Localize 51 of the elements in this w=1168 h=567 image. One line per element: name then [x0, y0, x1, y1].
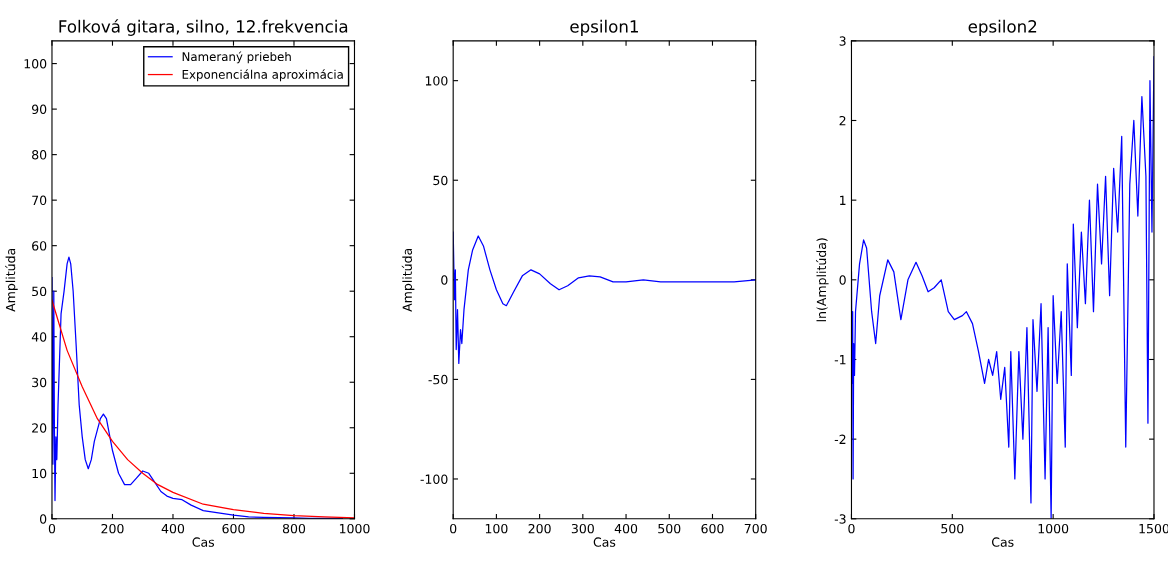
- x-tick-label: 300: [571, 523, 594, 534]
- x-tick-label: 0: [450, 523, 457, 534]
- y-tick-label: 100: [425, 76, 448, 86]
- y-tick-label: 90: [32, 104, 47, 115]
- y-tick-label: -2: [834, 434, 846, 444]
- y-axis-title: Amplitúda: [5, 248, 18, 312]
- y-tick-label: 70: [32, 195, 47, 206]
- y-tick-label: 3: [839, 36, 846, 46]
- y-tick-label: 50: [433, 175, 448, 186]
- chart-title: epsilon2: [968, 19, 1037, 36]
- x-tick-label: 700: [744, 523, 767, 534]
- y-tick-label: -3: [834, 514, 846, 524]
- y-tick-label: 60: [32, 241, 47, 251]
- y-tick-label: 0: [39, 514, 47, 524]
- x-tick-label: 100: [485, 523, 508, 534]
- y-axis-title: ln(Amplitúda): [815, 238, 829, 322]
- y-tick-label: -100: [420, 474, 448, 484]
- x-tick-label: 800: [282, 523, 306, 534]
- legend-label: Exponenciálna aproximácia: [182, 69, 343, 82]
- x-tick-label: 600: [222, 523, 245, 534]
- y-tick-label: 2: [839, 115, 846, 126]
- x-tick-label: 500: [658, 523, 681, 534]
- y-tick-label: -1: [834, 355, 846, 365]
- y-axis-title: Amplitúda: [401, 248, 415, 312]
- y-tick-label: 1: [840, 195, 846, 205]
- x-tick-label: 200: [101, 523, 124, 534]
- x-tick-label: 500: [941, 523, 964, 534]
- chart-title: epsilon1: [570, 19, 638, 36]
- chart-title: Folková gitara, silno, 12.frekvencia: [59, 19, 348, 36]
- y-tick-label: 50: [32, 286, 47, 297]
- y-tick-label: 0: [839, 275, 846, 285]
- y-tick-label: 40: [31, 332, 47, 342]
- y-tick-label: 30: [32, 377, 47, 388]
- x-tick-label: 200: [528, 523, 551, 534]
- x-tick-label: 1000: [1038, 523, 1069, 534]
- y-tick-label: 80: [32, 150, 47, 160]
- y-tick-label: 0: [441, 275, 448, 285]
- y-tick-label: 100: [24, 59, 47, 69]
- y-tick-label: 20: [32, 423, 47, 433]
- y-tick-label: -50: [428, 374, 448, 385]
- x-axis-title: Cas: [593, 537, 616, 547]
- x-axis-title: Cas: [991, 537, 1014, 547]
- x-tick-label: 400: [161, 523, 185, 534]
- x-tick-label: 400: [614, 523, 638, 534]
- x-tick-label: 0: [48, 523, 56, 534]
- x-axis-title: Cas: [192, 537, 215, 547]
- x-tick-label: 1000: [339, 523, 370, 534]
- x-tick-label: 600: [701, 523, 724, 534]
- x-tick-label: 0: [848, 523, 855, 534]
- legend-label: Nameraný priebeh: [182, 51, 291, 64]
- y-tick-label: 10: [32, 468, 47, 479]
